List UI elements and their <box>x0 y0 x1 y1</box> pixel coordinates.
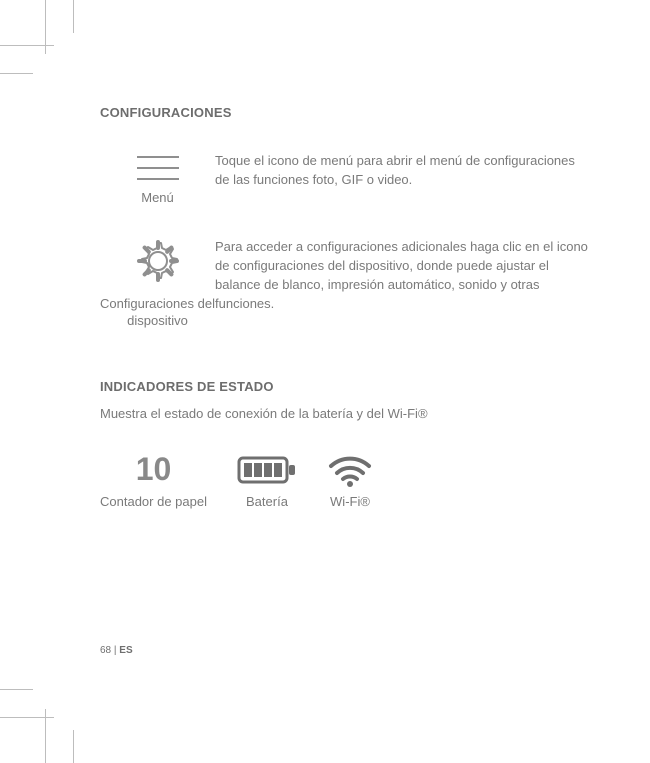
battery-label: Batería <box>237 494 297 509</box>
section-heading-config: CONFIGURACIONES <box>100 105 590 120</box>
indicators-subtext: Muestra el estado de conexión de la bate… <box>100 406 590 421</box>
battery-icon <box>237 452 297 488</box>
wifi-icon <box>327 452 373 488</box>
footer-lang: ES <box>119 645 132 656</box>
wifi-label: Wi-Fi® <box>327 494 373 509</box>
menu-icon-col: Menú <box>100 150 215 206</box>
crop-mark <box>0 717 54 718</box>
crop-mark <box>0 73 33 74</box>
paper-counter-label: Contador de papel <box>100 494 207 509</box>
wifi-indicator: Wi-Fi® <box>327 452 373 509</box>
paper-counter-value: 10 <box>100 451 207 488</box>
crop-mark <box>0 45 54 46</box>
crop-mark <box>73 730 74 763</box>
indicators-row: 10 Contador de papel Batería <box>100 451 590 509</box>
battery-indicator: Batería <box>237 452 297 509</box>
gear-icon <box>133 236 183 286</box>
paper-counter: 10 Contador de papel <box>100 451 207 509</box>
row-menu: Menú Toque el icono de menú para abrir e… <box>100 150 590 206</box>
settings-desc: Para acceder a configuraciones adicional… <box>215 236 590 313</box>
menu-desc: Toque el icono de menú para abrir el men… <box>215 150 590 190</box>
page-content: CONFIGURACIONES Menú Toque el icono de m… <box>100 105 590 509</box>
row-settings: Configuraciones del dispositivo Para acc… <box>100 236 590 329</box>
menu-label: Menú <box>100 190 215 206</box>
menu-icon <box>137 150 179 180</box>
page-footer: 68 | ES <box>100 645 133 656</box>
settings-icon-col: Configuraciones del dispositivo <box>100 236 215 329</box>
settings-label: Configuraciones del dispositivo <box>100 296 215 329</box>
crop-mark <box>73 0 74 33</box>
crop-mark <box>0 689 33 690</box>
section-heading-indicators: INDICADORES DE ESTADO <box>100 379 590 394</box>
page-number: 68 <box>100 645 111 656</box>
